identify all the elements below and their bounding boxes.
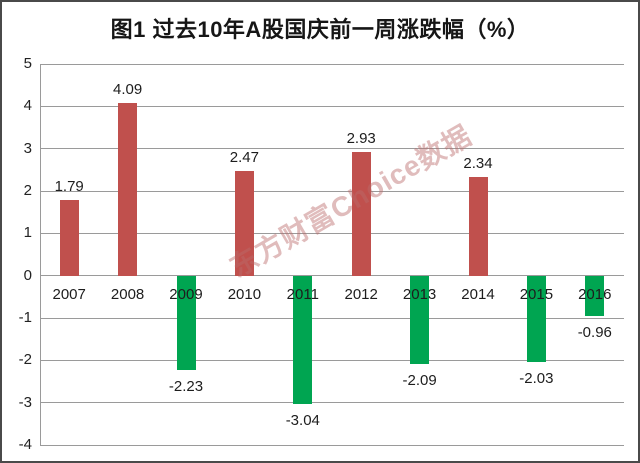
gridline-0 [40,275,624,277]
x-tick-label-2011: 2011 [286,286,319,303]
x-tick-label-2016: 2016 [578,286,612,303]
bar-2007 [59,199,79,276]
x-tick-label-2012: 2012 [344,286,378,303]
bar-2016 [585,275,605,317]
y-tick-label-0: 0 [23,266,32,284]
y-tick-label--4: -4 [18,436,32,453]
bar-value-label-2008: 4.09 [112,80,143,98]
x-tick-label-2007: 2007 [52,286,86,303]
bar-value-label-2011: -3.04 [285,412,320,430]
gridline-1 [40,232,624,234]
bar-2014 [468,176,488,276]
x-tick-label-2010: 2010 [227,286,262,303]
y-tick-label-5: 5 [23,55,32,72]
bar-2011 [293,275,313,405]
gridline-4 [40,105,624,107]
gridline--2 [40,359,624,361]
bar-2008 [118,102,138,276]
gridline-3 [40,148,624,150]
bar-2013 [410,275,430,365]
x-tick-label-2015: 2015 [519,286,554,303]
y-tick-label-4: 4 [23,97,32,115]
bar-2010 [234,171,254,276]
gridline--3 [40,402,624,404]
gridline-5 [40,63,624,65]
bar-value-label-2013: -2.09 [402,372,437,390]
gridline--4 [40,444,624,446]
y-tick-label--2: -2 [18,351,32,369]
bar-2015 [526,275,546,362]
bar-value-label-2009: -2.23 [168,378,204,396]
bar-2012 [351,151,371,276]
bar-value-label-2014: 2.34 [463,154,493,172]
bar-2009 [176,275,196,371]
y-tick-label--1: -1 [18,309,32,326]
x-tick-label-2013: 2013 [402,286,437,303]
gridline--1 [40,317,624,319]
bar-value-label-2010: 2.47 [229,149,259,167]
bar-value-label-2012: 2.93 [346,129,376,147]
y-axis-line [40,64,41,446]
y-tick-label-1: 1 [23,224,32,242]
bar-value-label-2015: -2.03 [519,369,554,387]
x-tick-label-2008: 2008 [110,286,145,303]
bar-value-label-2007: 1.79 [54,177,84,195]
gridline-2 [40,190,624,192]
y-tick-label--3: -3 [18,393,32,411]
y-tick-label-3: 3 [23,139,32,157]
chart-title: 图1 过去10年A股国庆前一周涨跌幅（%） [110,17,530,42]
x-tick-label-2014: 2014 [461,286,495,303]
x-tick-label-2009: 2009 [169,286,203,303]
y-tick-label-2: 2 [23,182,32,199]
bar-value-label-2016: -0.96 [577,324,612,342]
